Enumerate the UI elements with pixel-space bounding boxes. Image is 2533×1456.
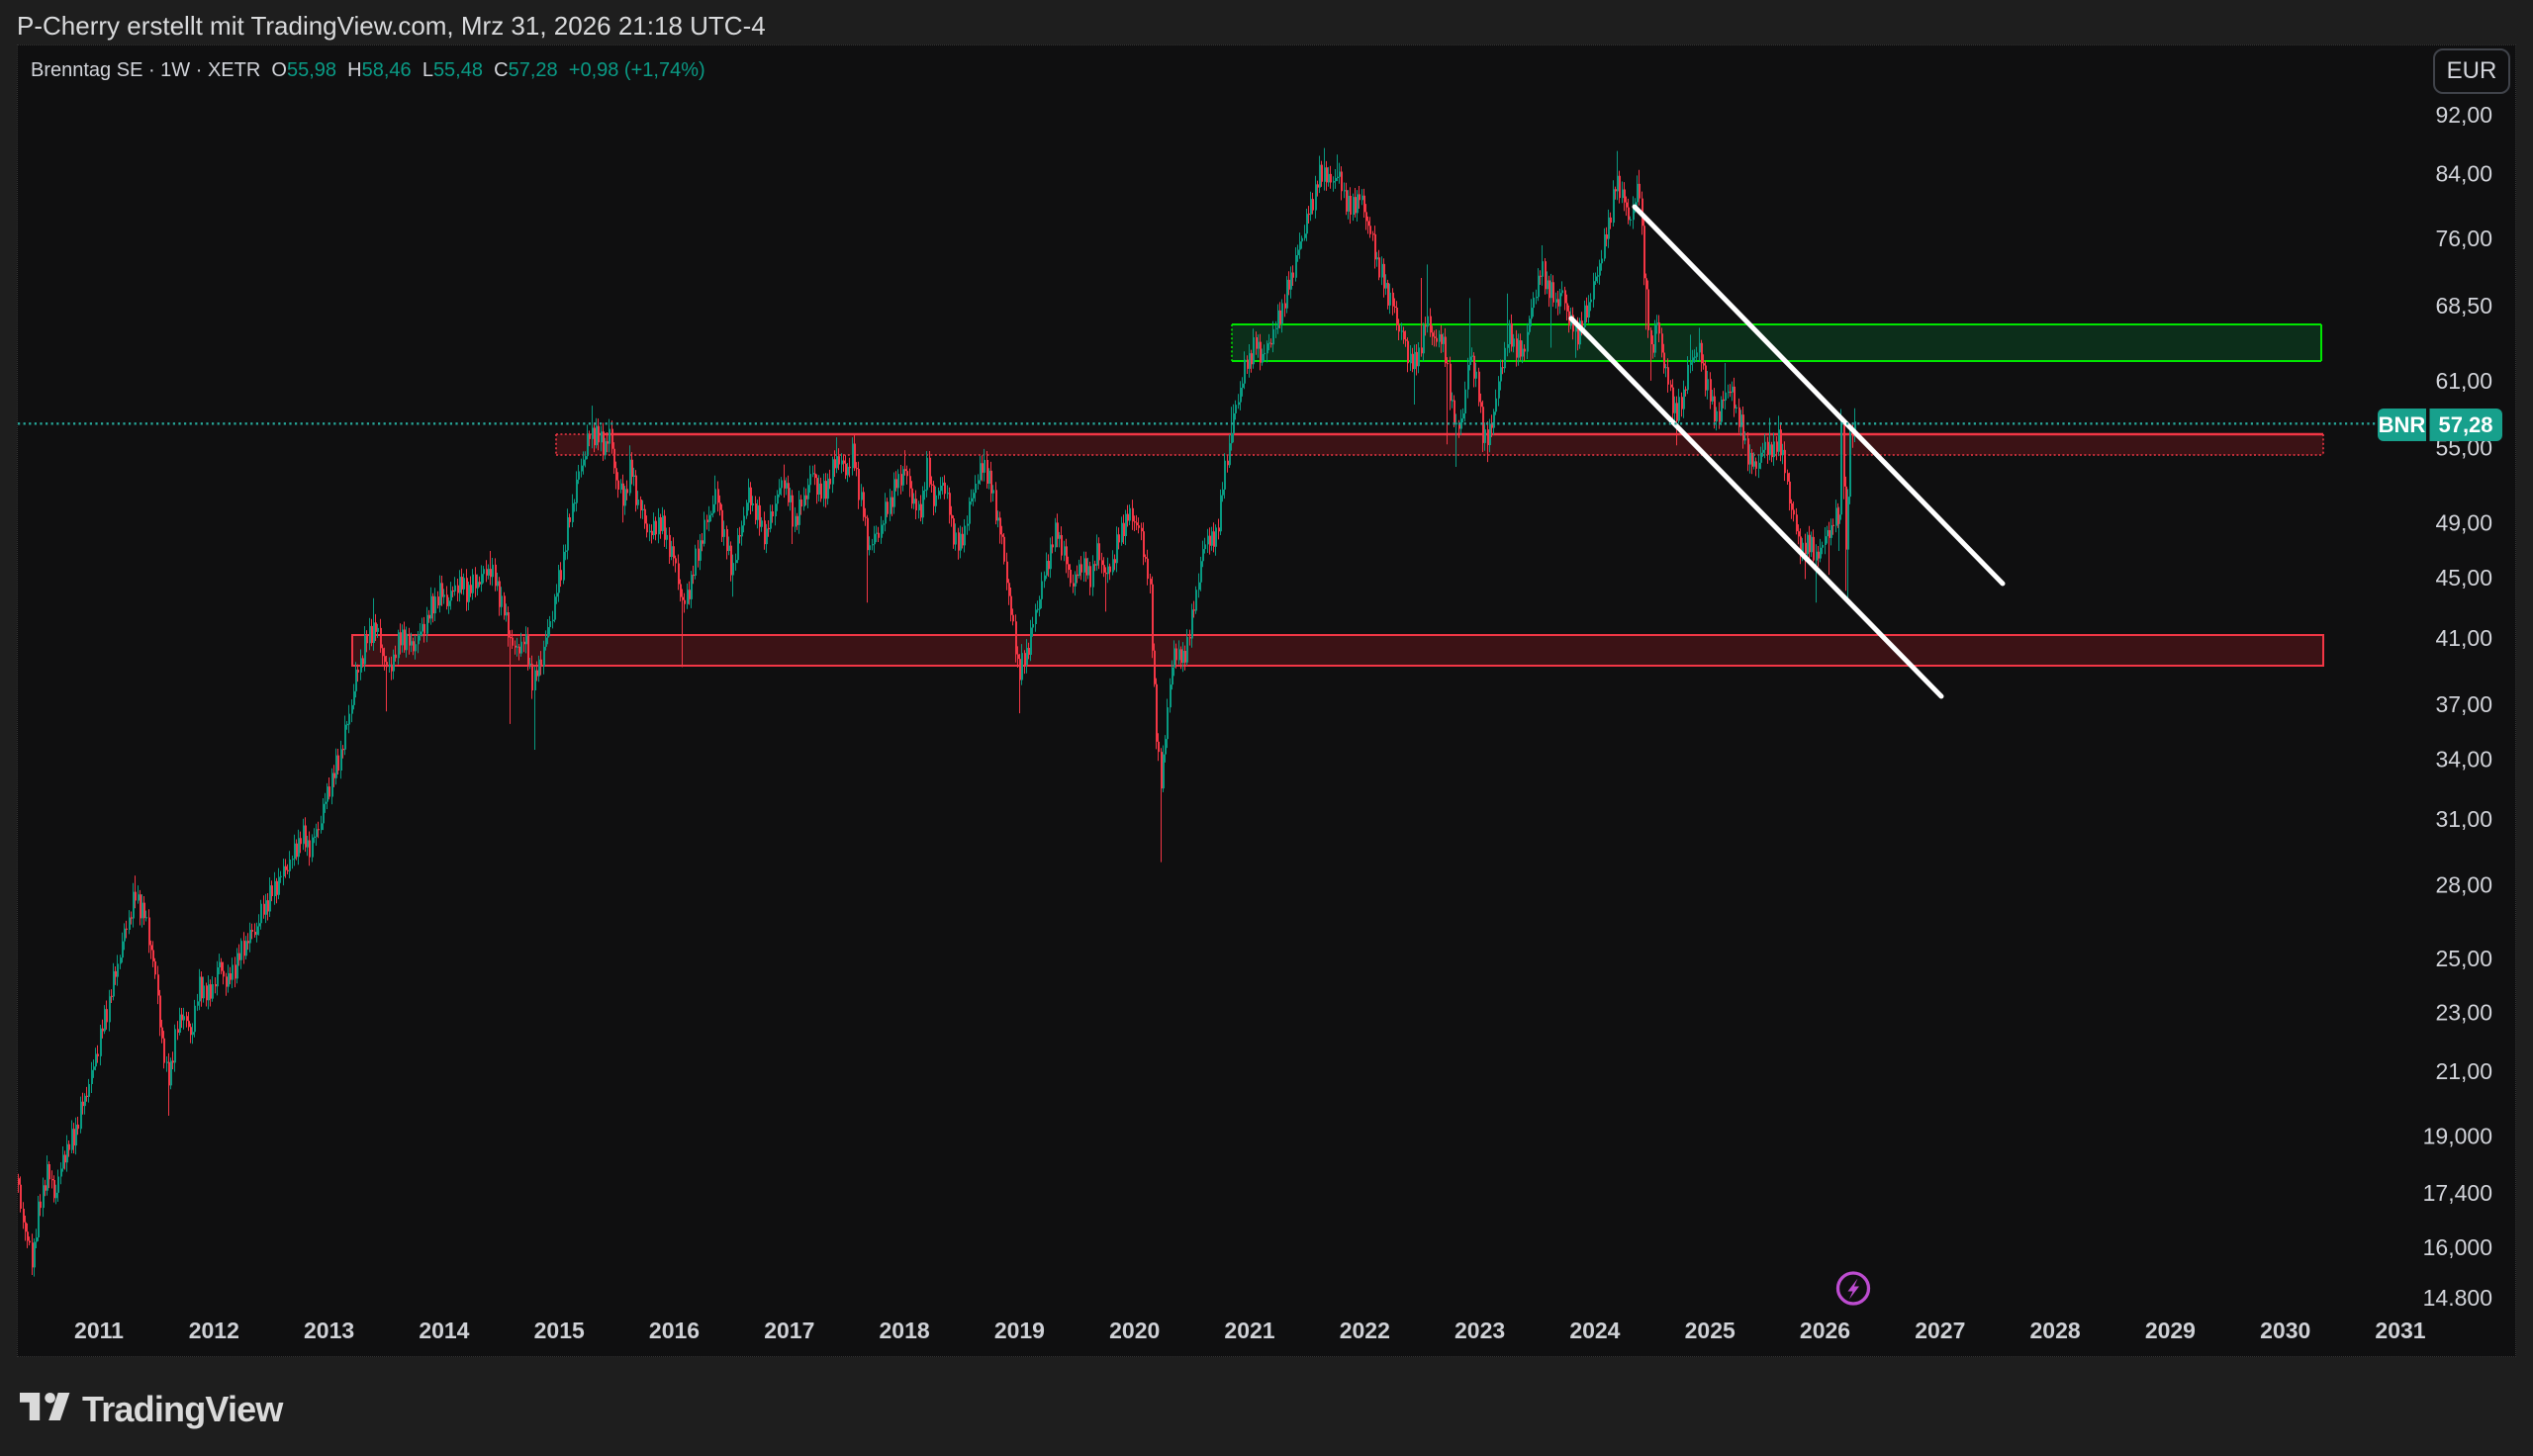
svg-text:21,00: 21,00 (2435, 1058, 2492, 1084)
svg-text:84,00: 84,00 (2435, 161, 2492, 187)
svg-text:57,28: 57,28 (2438, 412, 2492, 437)
svg-text:61,00: 61,00 (2435, 368, 2492, 394)
svg-text:2029: 2029 (2145, 1318, 2196, 1343)
svg-text:25,00: 25,00 (2435, 946, 2492, 971)
svg-text:2028: 2028 (2030, 1318, 2081, 1343)
svg-text:31,00: 31,00 (2435, 806, 2492, 832)
svg-text:68,50: 68,50 (2435, 293, 2492, 318)
svg-text:2018: 2018 (880, 1318, 930, 1343)
svg-text:76,00: 76,00 (2435, 226, 2492, 251)
svg-text:2023: 2023 (1454, 1318, 1505, 1343)
svg-text:2027: 2027 (1915, 1318, 1965, 1343)
svg-text:2014: 2014 (419, 1318, 469, 1343)
svg-text:2031: 2031 (2375, 1318, 2425, 1343)
svg-text:2024: 2024 (1569, 1318, 1620, 1343)
svg-text:2015: 2015 (534, 1318, 585, 1343)
svg-text:BNR: BNR (2379, 412, 2426, 437)
svg-text:2020: 2020 (1109, 1318, 1160, 1343)
svg-text:37,00: 37,00 (2435, 691, 2492, 717)
svg-text:34,00: 34,00 (2435, 747, 2492, 773)
svg-text:2022: 2022 (1340, 1318, 1390, 1343)
svg-text:2030: 2030 (2260, 1318, 2310, 1343)
svg-text:19,000: 19,000 (2423, 1123, 2492, 1148)
svg-text:16,000: 16,000 (2423, 1234, 2492, 1260)
svg-text:17,400: 17,400 (2423, 1180, 2492, 1206)
svg-text:2021: 2021 (1224, 1318, 1274, 1343)
svg-text:2019: 2019 (994, 1318, 1045, 1343)
svg-text:45,00: 45,00 (2435, 565, 2492, 591)
svg-text:2016: 2016 (649, 1318, 700, 1343)
svg-text:2025: 2025 (1685, 1318, 1736, 1343)
svg-text:2017: 2017 (764, 1318, 814, 1343)
svg-text:2011: 2011 (74, 1318, 124, 1343)
svg-text:28,00: 28,00 (2435, 872, 2492, 898)
svg-text:14.800: 14.800 (2423, 1285, 2492, 1311)
svg-text:23,00: 23,00 (2435, 999, 2492, 1025)
svg-text:2012: 2012 (189, 1318, 239, 1343)
svg-text:41,00: 41,00 (2435, 625, 2492, 651)
svg-text:2013: 2013 (304, 1318, 354, 1343)
svg-text:92,00: 92,00 (2435, 102, 2492, 128)
svg-text:49,00: 49,00 (2435, 509, 2492, 535)
svg-text:2026: 2026 (1800, 1318, 1850, 1343)
